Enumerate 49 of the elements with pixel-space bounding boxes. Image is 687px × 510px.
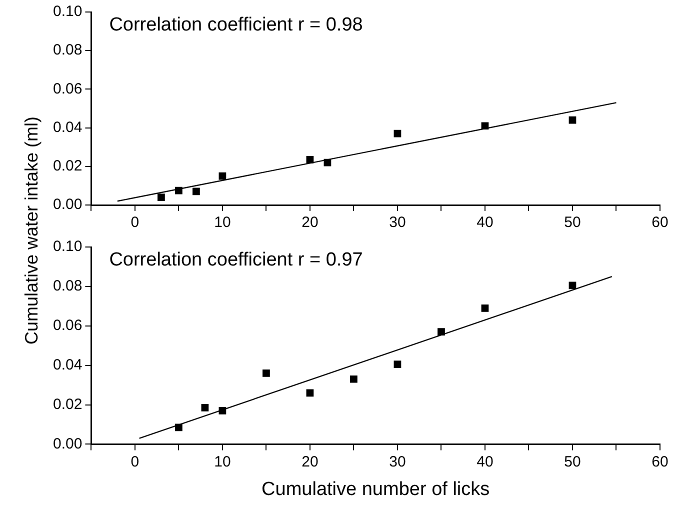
point: [201, 404, 209, 412]
point: [158, 194, 165, 201]
y-tick-label: 0.08: [52, 278, 82, 295]
y-tick-label: 0.10: [52, 3, 82, 20]
x-tick-label: 10: [214, 453, 231, 470]
x-tick-label: 60: [652, 453, 668, 470]
point: [394, 130, 402, 138]
point: [175, 424, 182, 432]
point: [306, 389, 314, 397]
x-tick-label: 20: [302, 453, 318, 470]
y-tick-label: 0.02: [52, 158, 82, 175]
point: [350, 375, 358, 383]
x-tick-label: 30: [389, 214, 406, 232]
point: [192, 188, 200, 196]
y-tick-label: 0.06: [52, 80, 82, 98]
y-tick-label: 0.00: [52, 196, 82, 214]
point: [262, 370, 270, 377]
y-tick-label: 0.04: [52, 118, 82, 136]
point: [568, 282, 576, 290]
x-tick-label: 10: [214, 214, 231, 232]
y-axis-title: Cumulative water intake (ml): [22, 116, 42, 344]
point: [306, 156, 314, 164]
x-tick-label: 20: [302, 214, 318, 232]
point: [175, 186, 182, 194]
point: [218, 406, 226, 414]
point: [481, 304, 489, 312]
x-tick-label: 40: [476, 453, 494, 470]
point: [438, 328, 445, 336]
y-tick-label: 0.06: [52, 317, 82, 334]
x-tick-label: 0: [130, 453, 140, 470]
x-tick-label: 50: [564, 214, 581, 232]
point: [568, 116, 576, 124]
x-tick-label: 50: [564, 453, 581, 470]
x-axis-title: Cumulative number of licks: [262, 478, 490, 500]
y-tick-label: 0.10: [52, 238, 82, 256]
point: [218, 172, 226, 180]
point: [481, 122, 489, 130]
point: [394, 360, 402, 368]
annotation: Correlation coefficient r = 0.97: [109, 250, 363, 271]
y-tick-label: 0.00: [52, 435, 82, 452]
x-tick-label: 60: [652, 214, 668, 232]
y-tick-label: 0.02: [52, 396, 82, 413]
x-tick-label: 40: [476, 214, 494, 232]
point: [324, 158, 332, 166]
x-tick-label: 30: [389, 453, 406, 470]
x-tick-label: 0: [130, 214, 140, 232]
y-tick-label: 0.04: [52, 356, 82, 374]
y-tick-label: 0.08: [52, 42, 82, 59]
annotation: Correlation coefficient r = 0.98: [109, 14, 363, 36]
